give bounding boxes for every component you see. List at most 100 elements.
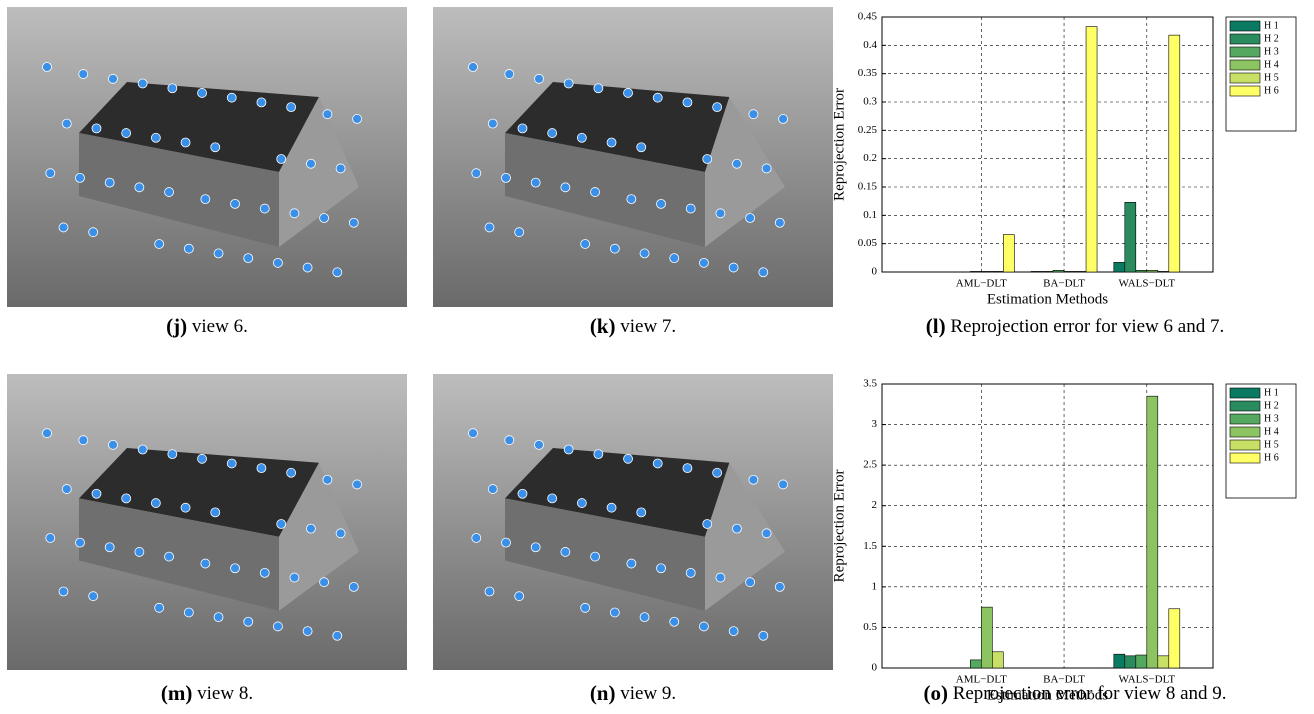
feature-marker: [108, 74, 117, 83]
legend-label: H 4: [1264, 426, 1279, 437]
feature-marker: [732, 524, 741, 533]
feature-marker: [287, 468, 296, 477]
legend-swatch: [1230, 21, 1260, 31]
feature-marker: [353, 480, 362, 489]
feature-marker: [75, 538, 84, 547]
y-tick-label: 0.25: [858, 124, 878, 136]
feature-marker: [306, 159, 315, 168]
feature-marker: [703, 519, 712, 528]
feature-marker: [333, 631, 342, 640]
y-tick-label: 0.45: [858, 11, 878, 23]
feature-marker: [729, 627, 738, 636]
caption-label: (o): [923, 681, 948, 705]
feature-marker: [122, 129, 131, 138]
caption: (n) view 9.: [590, 681, 676, 705]
feature-marker: [686, 204, 695, 213]
feature-marker: [581, 603, 590, 612]
x-tick-label: BA−DLT: [1043, 278, 1085, 290]
x-axis-label: Estimation Methods: [987, 291, 1108, 307]
bar: [1031, 271, 1042, 272]
feature-marker: [227, 93, 236, 102]
legend-label: H 6: [1264, 85, 1279, 96]
feature-marker: [257, 98, 266, 107]
feature-marker: [92, 124, 101, 133]
y-tick-label: 0: [872, 662, 878, 674]
feature-marker: [591, 552, 600, 561]
feature-marker: [46, 533, 55, 542]
legend-swatch: [1230, 86, 1260, 96]
feature-marker: [184, 244, 193, 253]
figure-page: (j) view 6.(k) view 7.(l) Reprojection e…: [0, 0, 1314, 714]
feature-marker: [561, 547, 570, 556]
legend-swatch: [1230, 73, 1260, 83]
feature-marker: [686, 568, 695, 577]
feature-marker: [699, 258, 708, 267]
feature-marker: [92, 489, 101, 498]
feature-marker: [290, 209, 299, 218]
feature-marker: [729, 263, 738, 272]
feature-marker: [637, 143, 646, 152]
feature-marker: [534, 74, 543, 83]
bar: [1158, 656, 1169, 668]
feature-marker: [607, 503, 616, 512]
feature-marker: [762, 164, 771, 173]
feature-marker: [333, 268, 342, 277]
feature-marker: [775, 218, 784, 227]
y-tick-label: 1: [872, 580, 878, 592]
y-tick-label: 0.1: [863, 209, 877, 221]
feature-marker: [211, 143, 220, 152]
feature-marker: [257, 464, 266, 473]
feature-marker: [184, 608, 193, 617]
feature-marker: [610, 608, 619, 617]
feature-marker: [591, 188, 600, 197]
feature-marker: [306, 524, 315, 533]
feature-marker: [594, 84, 603, 93]
feature-marker: [108, 440, 117, 449]
x-tick-label: WALS−DLT: [1119, 674, 1176, 686]
caption-label: (j): [166, 314, 187, 338]
feature-marker: [577, 133, 586, 142]
feature-marker: [518, 124, 527, 133]
bar: [1003, 235, 1014, 272]
y-tick-label: 3: [872, 418, 878, 430]
y-tick-label: 0.5: [863, 621, 877, 633]
y-tick-label: 0.2: [863, 152, 877, 164]
y-tick-label: 3.5: [863, 378, 877, 390]
legend-swatch: [1230, 453, 1260, 463]
feature-marker: [779, 114, 788, 123]
feature-marker: [273, 258, 282, 267]
feature-marker: [469, 63, 478, 72]
feature-marker: [610, 244, 619, 253]
x-tick-label: WALS−DLT: [1119, 278, 1176, 290]
feature-marker: [79, 70, 88, 79]
feature-marker: [759, 268, 768, 277]
legend-swatch: [1230, 388, 1260, 398]
feature-marker: [548, 129, 557, 138]
legend-label: H 1: [1264, 20, 1279, 31]
legend-label: H 4: [1264, 59, 1279, 70]
legend-swatch: [1230, 401, 1260, 411]
feature-marker: [46, 169, 55, 178]
feature-marker: [749, 110, 758, 119]
feature-marker: [703, 155, 712, 164]
legend-label: H 5: [1264, 439, 1279, 450]
legend-label: H 2: [1264, 400, 1279, 411]
bar: [1075, 271, 1086, 272]
feature-marker: [670, 617, 679, 626]
feature-marker: [657, 199, 666, 208]
bar: [970, 660, 981, 668]
bar: [1136, 270, 1147, 272]
feature-marker: [640, 613, 649, 622]
feature-marker: [713, 103, 722, 112]
bar: [1136, 655, 1147, 668]
feature-marker: [713, 468, 722, 477]
caption: (j) view 6.: [166, 314, 248, 338]
feature-marker: [135, 547, 144, 556]
caption-label: (n): [590, 681, 616, 705]
x-axis-label: Estimation Methods: [987, 687, 1108, 703]
caption-text: view 7.: [620, 316, 676, 337]
feature-marker: [759, 631, 768, 640]
y-tick-label: 0.4: [863, 39, 877, 51]
bar: [1169, 609, 1180, 668]
feature-marker: [43, 429, 52, 438]
